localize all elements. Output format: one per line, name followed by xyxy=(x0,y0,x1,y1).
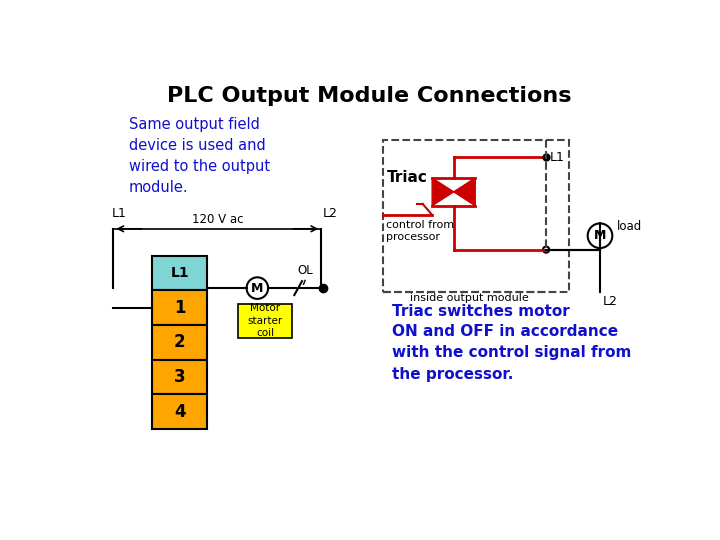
Bar xyxy=(238,303,292,338)
Circle shape xyxy=(543,247,549,253)
Text: 120 V ac: 120 V ac xyxy=(192,213,243,226)
Text: L1: L1 xyxy=(112,207,127,220)
Text: M: M xyxy=(251,281,264,295)
Bar xyxy=(152,256,207,291)
Text: PLC Output Module Connections: PLC Output Module Connections xyxy=(167,86,571,106)
Text: load: load xyxy=(617,220,642,233)
Polygon shape xyxy=(432,178,454,206)
Text: Triac: Triac xyxy=(387,170,428,185)
Bar xyxy=(152,394,207,429)
Text: 1: 1 xyxy=(174,299,185,317)
Text: L2: L2 xyxy=(603,295,617,308)
Text: Motor
starter
coil: Motor starter coil xyxy=(248,303,283,338)
Bar xyxy=(383,140,570,292)
Text: Triac switches motor
ON and OFF in accordance
with the control signal from
the p: Triac switches motor ON and OFF in accor… xyxy=(392,303,631,381)
Text: L1: L1 xyxy=(170,266,189,280)
Text: 3: 3 xyxy=(174,368,185,386)
Bar xyxy=(152,325,207,360)
Text: L2: L2 xyxy=(323,207,338,220)
Text: M: M xyxy=(594,230,606,242)
Text: inside output module: inside output module xyxy=(410,294,528,303)
Bar xyxy=(152,291,207,325)
Polygon shape xyxy=(454,178,475,206)
Text: OL: OL xyxy=(297,264,313,278)
Bar xyxy=(152,360,207,394)
Text: L1: L1 xyxy=(550,151,564,164)
Text: control from
processor: control from processor xyxy=(386,220,454,242)
Text: 2: 2 xyxy=(174,333,185,352)
Text: Same output field
device is used and
wired to the output
module.: Same output field device is used and wir… xyxy=(129,117,270,195)
Text: 4: 4 xyxy=(174,403,185,421)
